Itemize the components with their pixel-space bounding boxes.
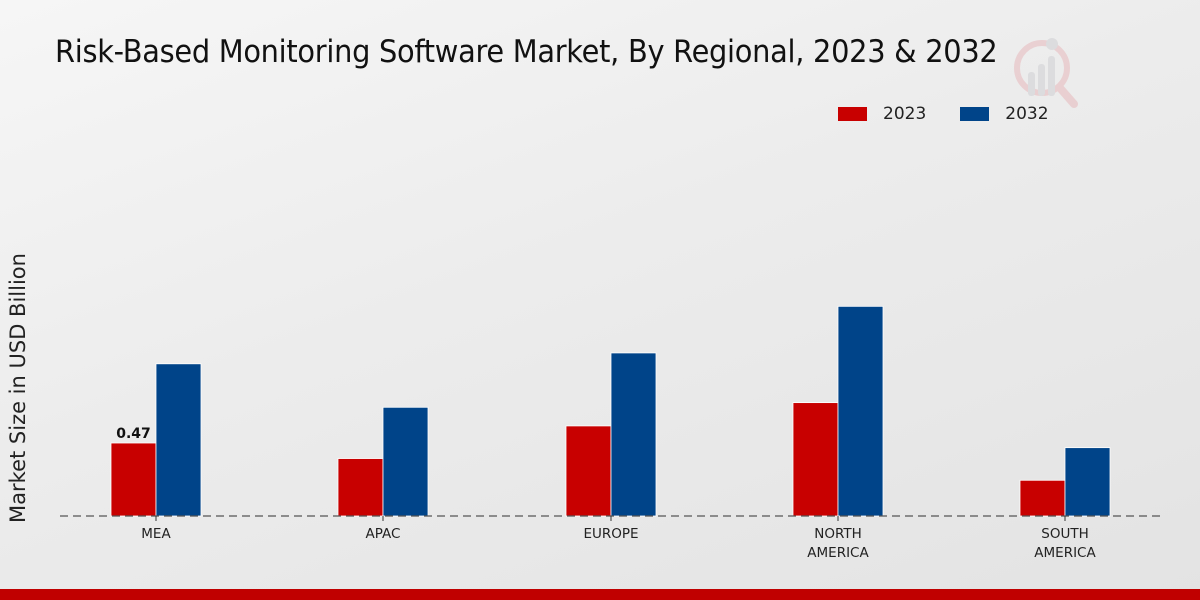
watermark-logo-icon	[1014, 38, 1078, 108]
legend-item-2023: 2023	[838, 104, 926, 124]
legend-item-2032: 2032	[960, 104, 1049, 124]
bar-south-america-2023	[1019, 479, 1066, 517]
legend-swatch-2032	[960, 107, 990, 121]
chart-title: Risk-Based Monitoring Software Market, B…	[55, 34, 998, 70]
bar-north-america-2032	[837, 305, 884, 517]
data-label-mea-2023: 0.47	[116, 426, 151, 442]
legend: 2023 2032	[838, 104, 1083, 124]
bar-europe-2032	[610, 352, 657, 517]
footer-accent-bar	[0, 589, 1200, 600]
legend-label-2023: 2023	[883, 104, 927, 124]
x-tick-label-mea: MEA	[141, 526, 171, 542]
x-tick-label-north-america: NORTH AMERICA	[807, 526, 869, 561]
bar-north-america-2023	[792, 402, 839, 517]
x-tick-label-south-america: SOUTH AMERICA	[1034, 526, 1096, 561]
bar-apac-2032	[382, 406, 429, 517]
bar-apac-2023	[337, 458, 384, 517]
legend-swatch-2023	[838, 107, 867, 121]
bar-south-america-2032	[1064, 447, 1111, 517]
bar-europe-2023	[565, 425, 612, 517]
bar-mea-2032	[155, 363, 202, 517]
bar-mea-2023	[110, 442, 157, 517]
x-tick-label-apac: APAC	[366, 526, 401, 542]
x-tick-label-europe: EUROPE	[583, 526, 638, 542]
legend-label-2032: 2032	[1005, 104, 1049, 124]
